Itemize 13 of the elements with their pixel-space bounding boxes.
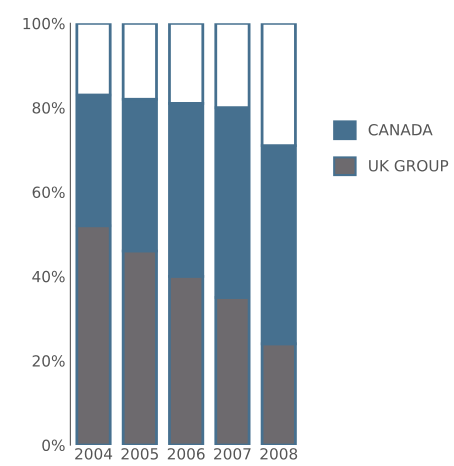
x-tick-label: 2004 xyxy=(75,448,112,460)
y-tick-label: 100% xyxy=(24,18,65,30)
y-tick-label: 60% xyxy=(32,186,65,198)
y-tick-label: 0% xyxy=(42,439,65,452)
legend-label: UK GROUP xyxy=(369,160,448,172)
y-tick-label: 40% xyxy=(32,270,65,282)
x-tick-label: 2007 xyxy=(214,448,251,460)
y-tick-label: 20% xyxy=(32,355,65,367)
x-tick-label: 2005 xyxy=(122,448,158,460)
y-tick-label: 80% xyxy=(32,102,65,114)
legend-label: CANADA xyxy=(368,124,433,136)
x-tick-label: 2006 xyxy=(168,448,205,460)
x-tick-label: 2008 xyxy=(260,448,298,460)
